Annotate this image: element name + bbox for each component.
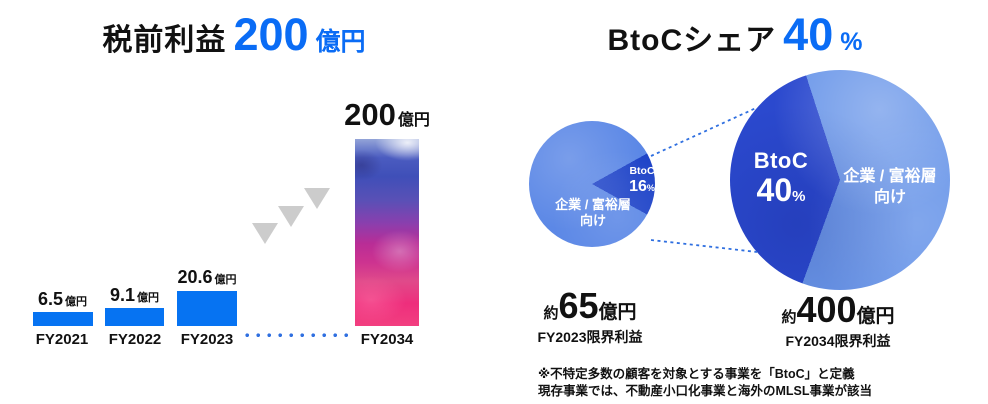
pie-fy2034 bbox=[730, 70, 950, 290]
bar-value-fy2022: 9.1 bbox=[109, 285, 136, 305]
pie-fy2023 bbox=[529, 121, 655, 247]
bar-value-fy2023: 20.6 bbox=[177, 267, 213, 287]
large-pie-btoc-value: 40 bbox=[756, 172, 793, 209]
large-pie-caption-value: 400 bbox=[796, 289, 857, 330]
small-pie-other-line2: 向け bbox=[579, 213, 606, 228]
bar-value-label-fy2021: 6.5 億円 bbox=[15, 289, 110, 310]
bar-unit-fy2023: 億円 bbox=[214, 274, 237, 286]
bar-unit-fy2022: 億円 bbox=[137, 292, 160, 304]
large-pie-caption-sub: FY2034限界利益 bbox=[785, 333, 891, 349]
bar-fy2034-gradient bbox=[355, 139, 419, 326]
bar-value-label-fy2023: 20.6 億円 bbox=[157, 267, 257, 288]
small-pie-caption-value: 65 bbox=[558, 285, 599, 326]
small-pie-btoc-unit: % bbox=[646, 182, 655, 193]
bar-fy2021 bbox=[33, 312, 93, 326]
bar-value-label-fy2022: 9.1 億円 bbox=[87, 285, 182, 306]
btoc-share-title-unit: % bbox=[840, 28, 863, 56]
callout-line-top bbox=[650, 107, 757, 157]
bar-fy2022 bbox=[105, 308, 164, 326]
large-pie-caption-unit: 億円 bbox=[856, 306, 895, 327]
large-pie-btoc-name: BtoC bbox=[753, 148, 809, 173]
footnote: ※不特定多数の顧客を対象とする事業を「BtoC」と定義 現存事業では、不動産小口… bbox=[538, 366, 872, 400]
bar-unit-fy2021: 億円 bbox=[65, 296, 88, 308]
large-pie-caption-main: 約 400 億円 bbox=[768, 292, 908, 328]
footnote-line1: ※不特定多数の顧客を対象とする事業を「BtoC」と定義 bbox=[538, 367, 855, 381]
small-pie-other-line1: 企業 / 富裕層 bbox=[555, 197, 631, 212]
axis-label-fy2021: FY2021 bbox=[35, 331, 89, 348]
bar-value-label-fy2034: 200 億円 bbox=[337, 97, 437, 133]
small-pie-btoc-name: BtoC bbox=[629, 165, 655, 177]
axis-label-fy2022: FY2022 bbox=[108, 331, 162, 348]
callout-connector-lines bbox=[650, 107, 758, 253]
small-pie-caption-main: 約 65 億円 bbox=[523, 288, 657, 324]
small-pie-caption: 約 65 億円 FY2023限界利益 bbox=[523, 288, 657, 347]
axis-label-fy2023: FY2023 bbox=[180, 331, 234, 348]
axis-dotted-leader bbox=[245, 333, 348, 338]
btoc-share-title: BtoCシェア 40 % bbox=[552, 12, 918, 59]
growth-triangle-icon bbox=[304, 188, 330, 209]
callout-line-bottom bbox=[650, 239, 758, 253]
large-pie-other-line1: 企業 / 富裕層 bbox=[843, 168, 937, 185]
small-pie-btoc-label: BtoC 16% bbox=[617, 165, 667, 195]
large-pie-btoc-label: BtoC 40% bbox=[742, 148, 820, 209]
small-pie-caption-unit: 億円 bbox=[598, 302, 637, 323]
growth-triangle-icon bbox=[252, 223, 278, 244]
bar-value-fy2021: 6.5 bbox=[37, 289, 64, 309]
large-pie-caption: 約 400 億円 FY2034限界利益 bbox=[768, 292, 908, 351]
footnote-line2: 現存事業では、不動産小口化事業と海外のMLSL事業が該当 bbox=[538, 384, 873, 398]
large-pie-btoc-unit: % bbox=[792, 188, 806, 206]
small-pie-caption-prefix: 約 bbox=[543, 305, 559, 322]
bar-fy2023 bbox=[177, 291, 237, 326]
axis-label-fy2034: FY2034 bbox=[360, 331, 414, 348]
large-pie-other-label: 企業 / 富裕層 向け bbox=[830, 166, 950, 208]
large-pie-other-line2: 向け bbox=[873, 189, 906, 206]
bar-value-fy2034: 200 bbox=[344, 97, 396, 132]
pretax-profit-title-value: 200 bbox=[233, 9, 309, 60]
bar-unit-fy2034: 億円 bbox=[397, 112, 430, 129]
pretax-profit-title-unit: 億円 bbox=[315, 28, 366, 56]
small-pie-other-label: 企業 / 富裕層 向け bbox=[536, 197, 650, 229]
btoc-share-title-value: 40 bbox=[783, 9, 834, 60]
small-pie-caption-sub: FY2023限界利益 bbox=[537, 329, 643, 345]
large-pie-caption-prefix: 約 bbox=[781, 309, 797, 326]
small-pie-btoc-value: 16 bbox=[629, 177, 647, 195]
pretax-profit-title: 税前利益 200 億円 bbox=[18, 12, 450, 59]
btoc-share-title-text: BtoCシェア bbox=[607, 24, 777, 57]
pretax-profit-title-text: 税前利益 bbox=[102, 24, 227, 57]
growth-triangle-icon bbox=[278, 206, 304, 227]
